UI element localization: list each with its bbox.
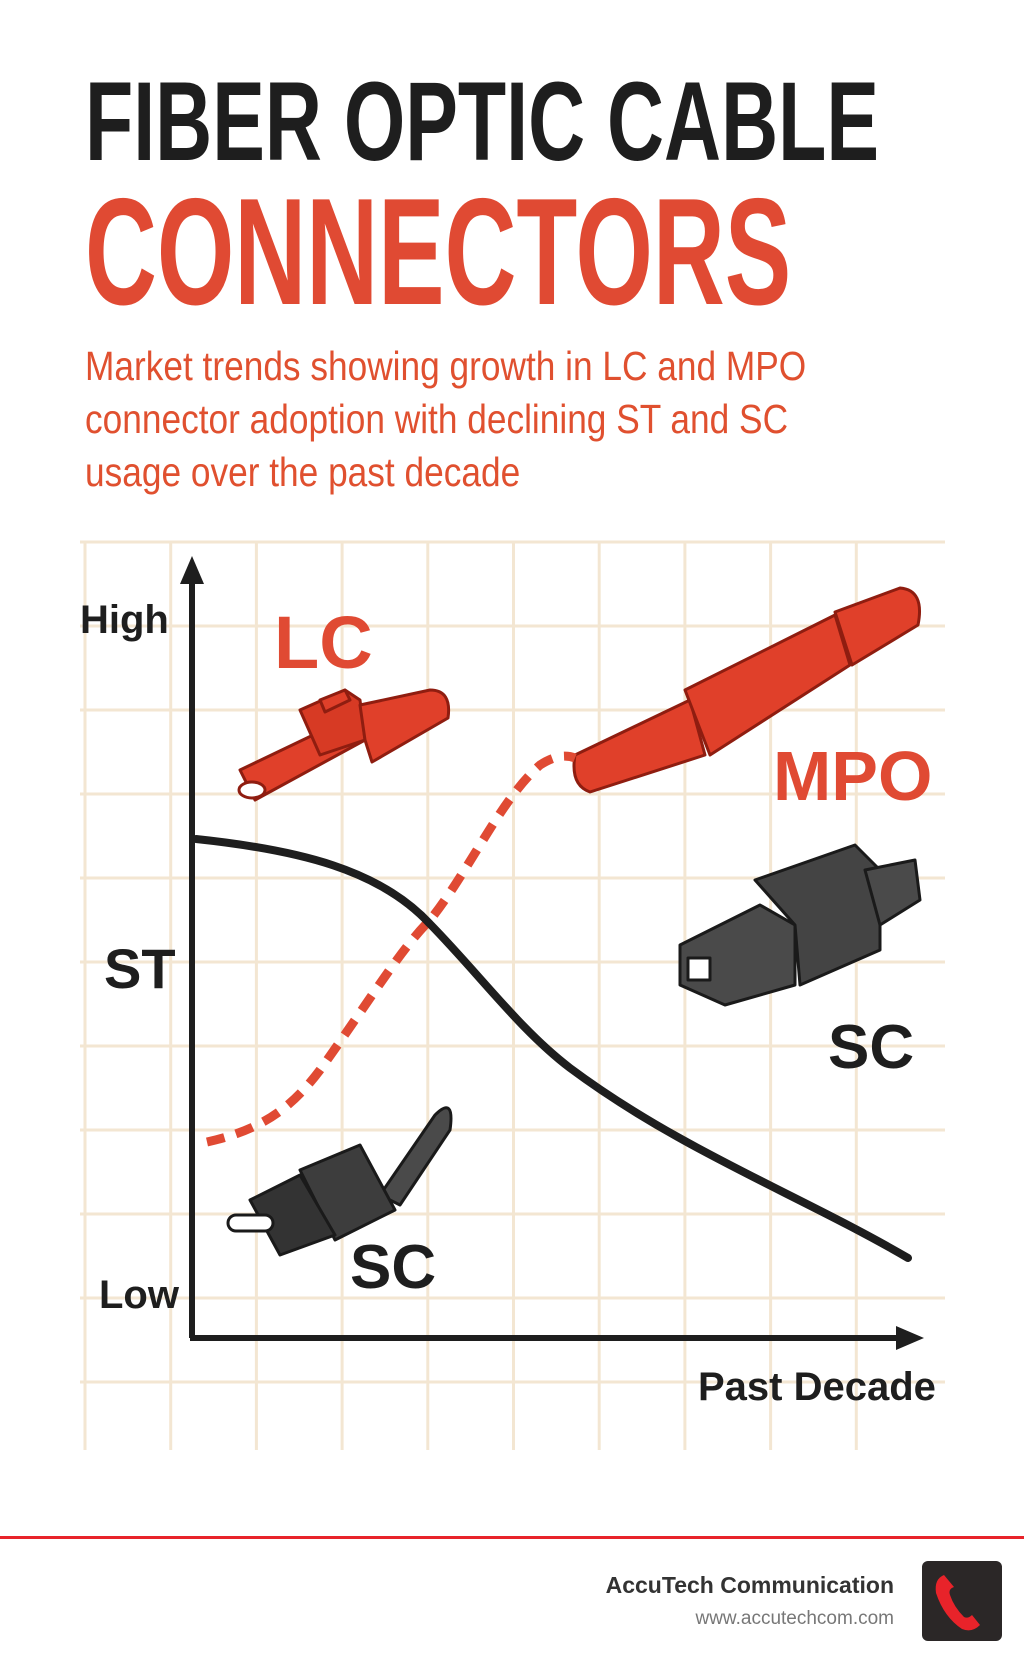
company-url[interactable]: www.accutechcom.com <box>695 1608 894 1629</box>
grid <box>80 540 945 1450</box>
label-mpo: MPO <box>773 737 932 815</box>
subtitle-line: Market trends showing growth in LC and M… <box>85 343 807 389</box>
x-axis-arrow <box>896 1326 924 1350</box>
label-sc-bottom: SC <box>350 1233 436 1302</box>
subtitle-line: usage over the past decade <box>85 449 521 495</box>
x-axis-label: Past Decade <box>698 1365 936 1409</box>
y-axis-arrow <box>180 556 204 584</box>
subtitle: Market trends showing growth in LC and M… <box>85 340 859 499</box>
y-tick-low: Low <box>99 1273 180 1317</box>
label-st: ST <box>104 937 176 1000</box>
label-sc-right: SC <box>828 1013 914 1082</box>
trend-chart: High ST Low LC MPO SC SC Past Decade <box>80 540 945 1450</box>
lc-mpo-trend-line <box>206 751 577 1147</box>
company-name: AccuTech Communication <box>605 1572 894 1598</box>
sc-connector-illustration <box>678 843 922 1007</box>
y-tick-high: High <box>80 598 169 642</box>
footer-divider <box>0 1536 1024 1539</box>
label-lc: LC <box>274 601 373 684</box>
title-line-1: FIBER OPTIC CABLE <box>85 59 879 184</box>
title-line-2: CONNECTORS <box>85 167 792 337</box>
phone-icon <box>922 1561 1002 1641</box>
st-sc-trend-line <box>192 835 912 1262</box>
mpo-connector-illustration <box>572 586 921 794</box>
subtitle-line: connector adoption with declining ST and… <box>85 396 789 442</box>
st-connector-illustration <box>226 1106 453 1257</box>
lc-connector-illustration <box>237 688 451 802</box>
